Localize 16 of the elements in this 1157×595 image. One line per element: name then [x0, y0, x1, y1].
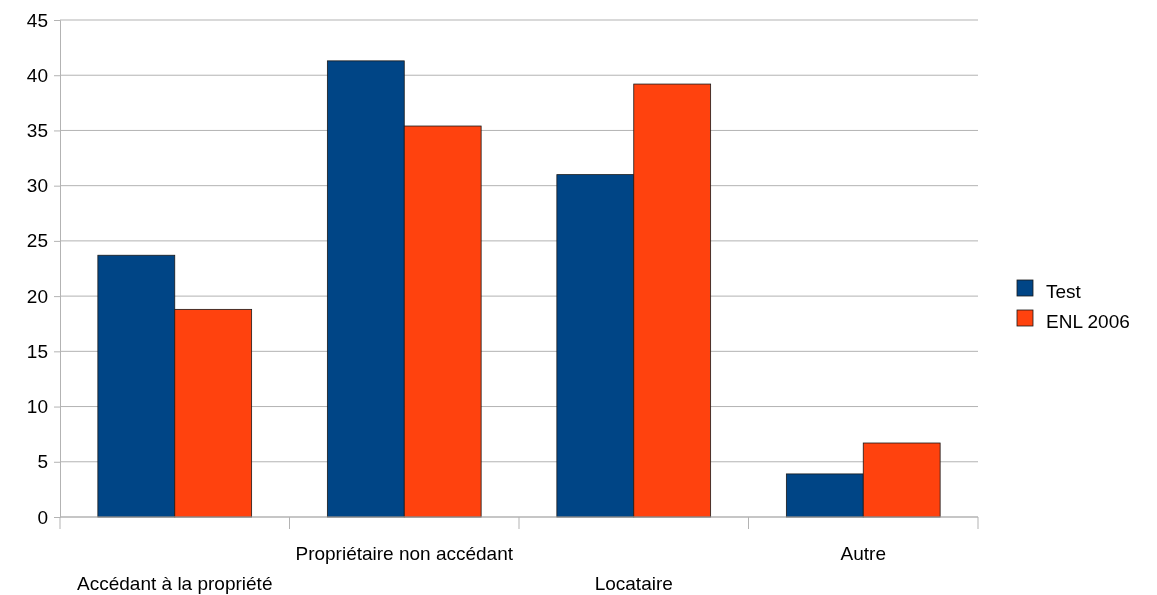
x-tick-label: Locataire	[594, 573, 673, 594]
y-tick-label: 0	[37, 506, 48, 528]
y-tick-label: 30	[26, 175, 48, 197]
x-tick-label: Propriétaire non accédant	[295, 543, 514, 564]
x-tick-label: Accédant à la propriété	[77, 573, 273, 594]
y-tick-label: 35	[26, 120, 48, 142]
y-tick-label: 20	[26, 285, 48, 307]
y-tick-label: 10	[26, 396, 48, 418]
y-tick-label: 45	[26, 9, 48, 31]
y-tick-label: 40	[26, 64, 48, 86]
y-tick-label: 15	[26, 340, 48, 362]
y-tick-label: 25	[26, 230, 48, 252]
legend-label: ENL 2006	[1046, 311, 1130, 332]
x-tick-label: Autre	[840, 543, 886, 564]
legend-label: Test	[1046, 281, 1082, 302]
y-tick-label: 5	[37, 451, 48, 473]
